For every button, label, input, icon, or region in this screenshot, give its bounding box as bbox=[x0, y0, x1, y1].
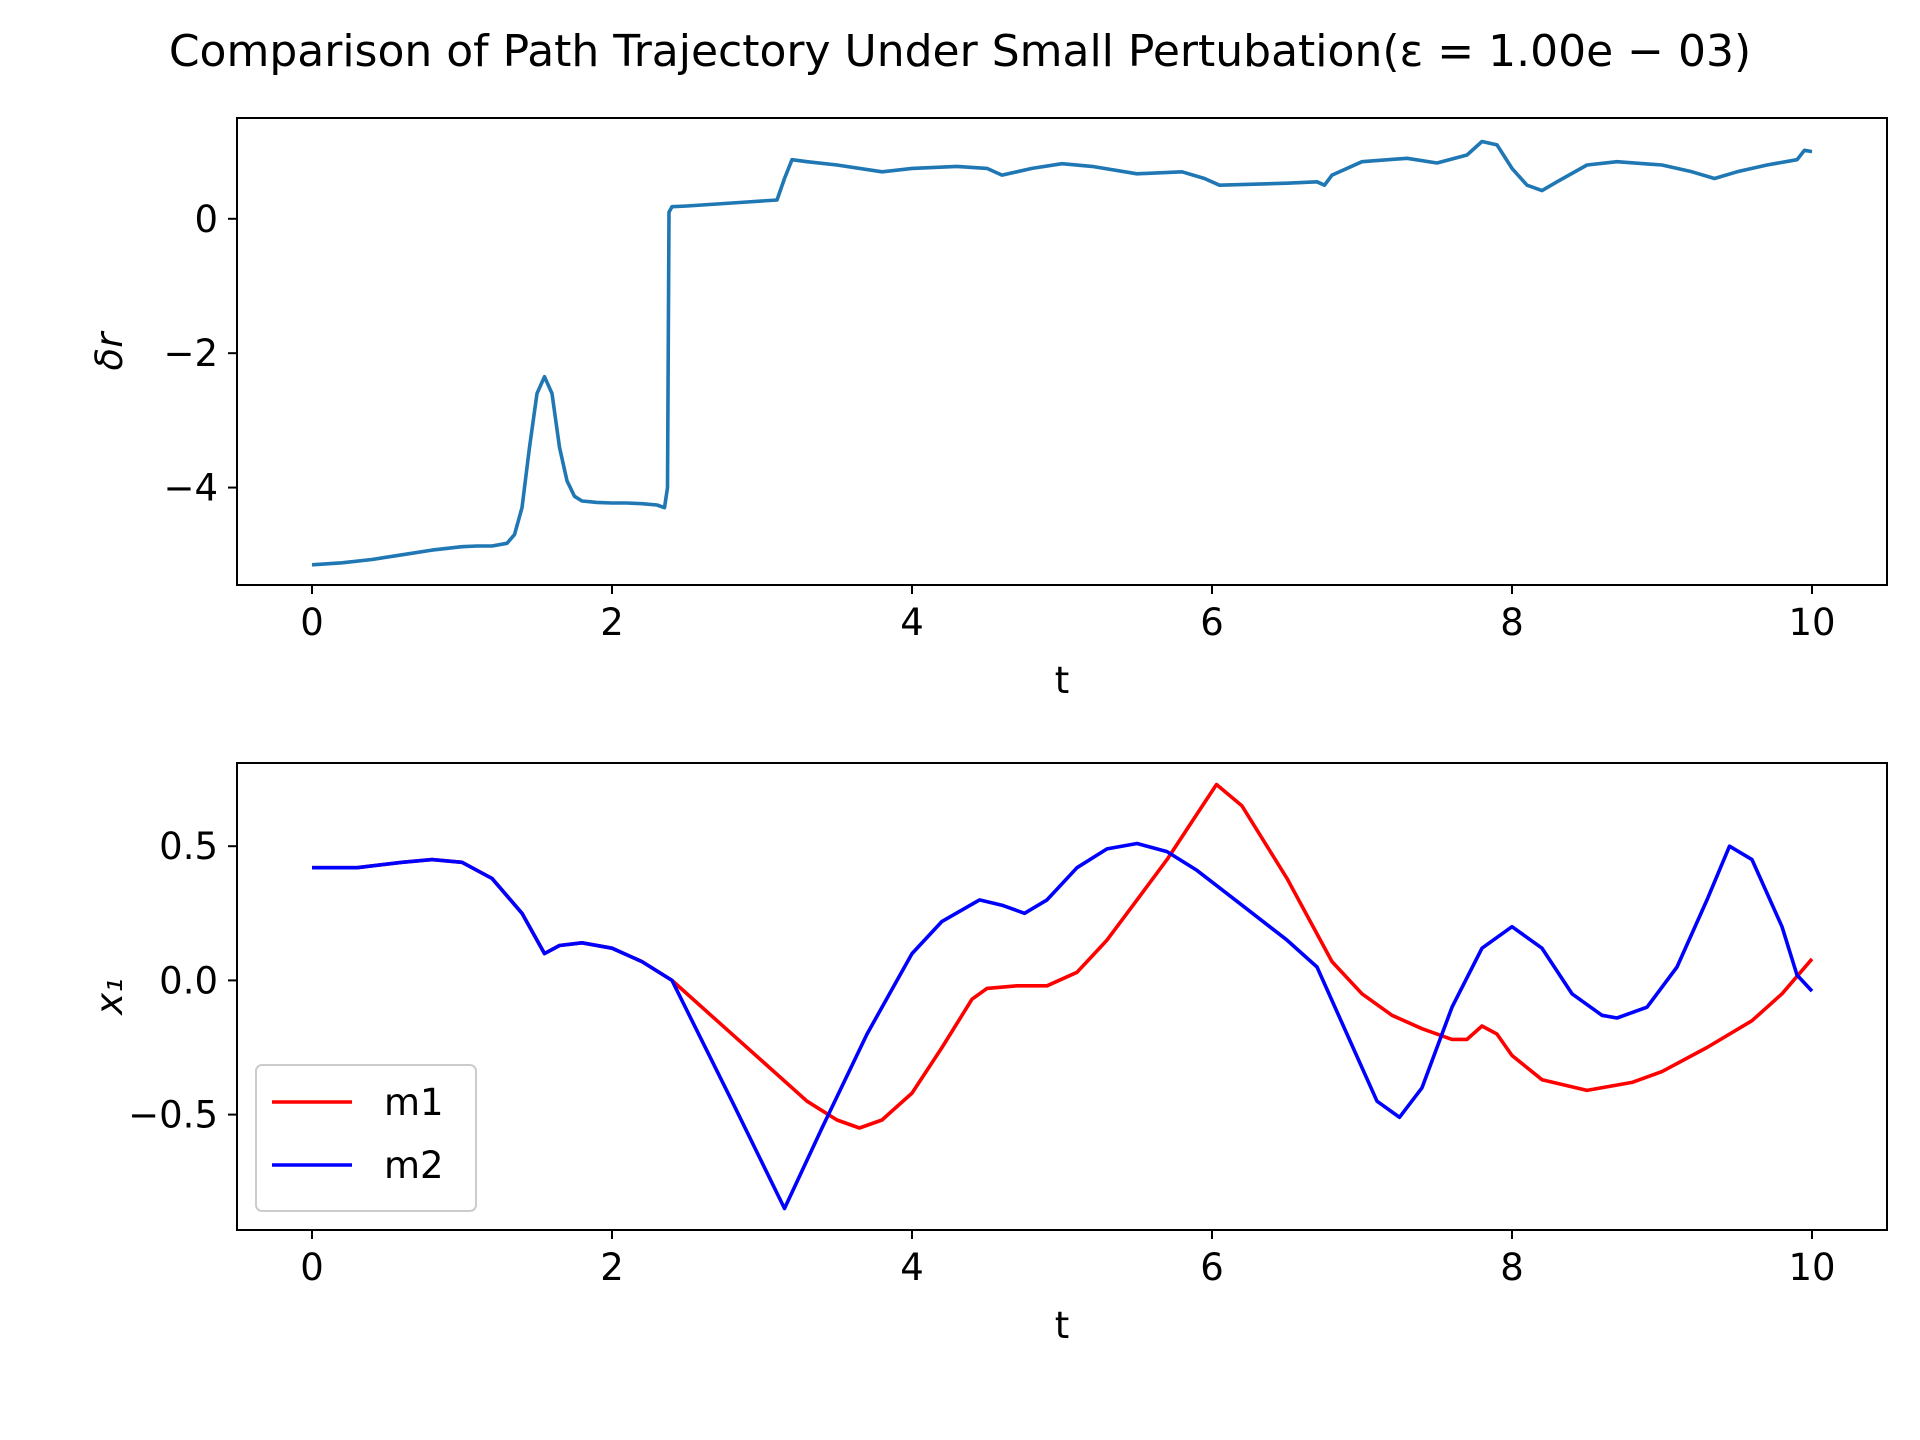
series-line-m2 bbox=[312, 841, 1814, 1211]
x-tick-label: 8 bbox=[1500, 601, 1524, 644]
x-tick-label: 4 bbox=[900, 601, 924, 644]
y-axis-label: δr bbox=[88, 330, 131, 371]
x-tick-label: 10 bbox=[1788, 1246, 1835, 1289]
x-tick-label: 6 bbox=[1200, 601, 1224, 644]
top-panel-delta-r: 0 2 4 6 8 10 −4 −2 0 t δr bbox=[88, 117, 1888, 702]
x-tick-label: 8 bbox=[1500, 1246, 1524, 1289]
y-tick-label: 0.0 bbox=[159, 959, 218, 1002]
x-axis-label: t bbox=[1055, 1304, 1070, 1347]
axes-frame bbox=[236, 762, 1888, 1231]
x-tick-label: 10 bbox=[1788, 601, 1835, 644]
series-line-series-1 bbox=[311, 139, 1813, 567]
y-tick-label: −2 bbox=[163, 332, 218, 375]
x-axis-label: t bbox=[1055, 659, 1070, 702]
x-tick-label: 6 bbox=[1200, 1246, 1224, 1289]
x-tick-label: 2 bbox=[600, 601, 624, 644]
figure-title: Comparison of Path Trajectory Under Smal… bbox=[169, 26, 1751, 77]
legend-label-m1: m1 bbox=[384, 1081, 444, 1124]
x-tick-label: 4 bbox=[900, 1246, 924, 1289]
legend-label-m2: m2 bbox=[384, 1144, 444, 1187]
x-tick-label: 0 bbox=[300, 1246, 324, 1289]
axes-frame bbox=[236, 117, 1888, 586]
bottom-panel-x1: 0 2 4 6 8 10 −0.5 0.0 0.5 t x₁ m1 m2 bbox=[88, 762, 1888, 1347]
y-tick-label: 0 bbox=[194, 198, 218, 241]
y-tick-label: 0.5 bbox=[159, 825, 218, 868]
y-tick-label: −4 bbox=[163, 467, 218, 510]
x-tick-label: 2 bbox=[600, 1246, 624, 1289]
y-axis-label: x₁ bbox=[88, 978, 131, 1016]
y-tick-label: −0.5 bbox=[128, 1094, 218, 1137]
x-tick-label: 0 bbox=[300, 601, 324, 644]
